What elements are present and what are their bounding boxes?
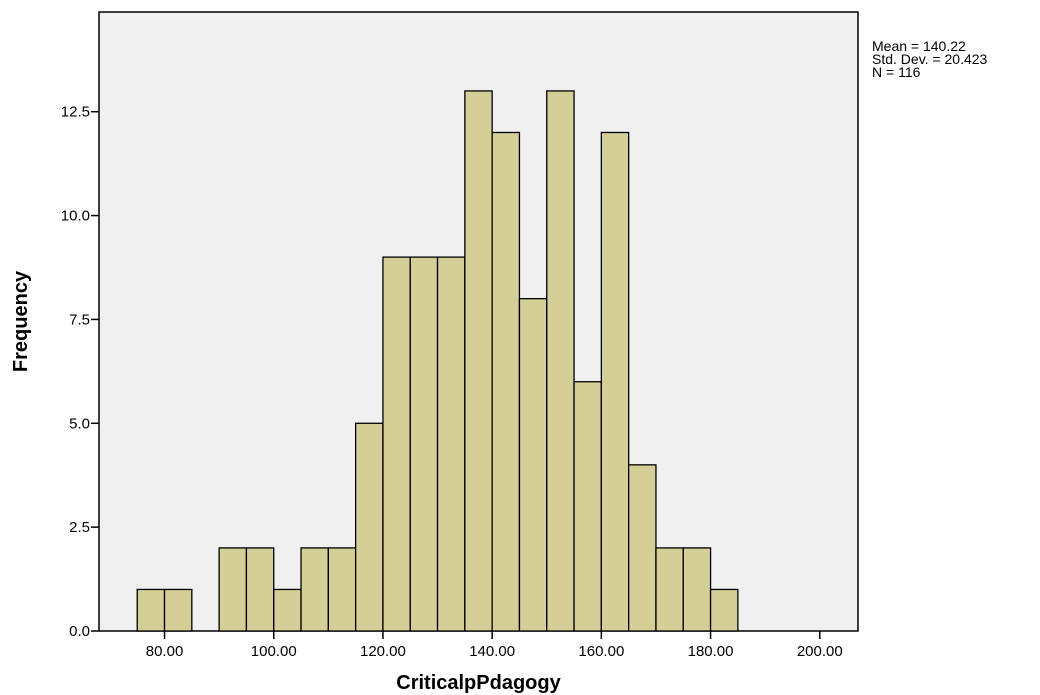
histogram-bar-12 <box>491 131 521 632</box>
x-tick-label: 100.00 <box>251 643 297 660</box>
histogram-bar-19 <box>682 547 712 632</box>
histogram-bar-0 <box>136 588 166 632</box>
y-tick-label: 2.5 <box>69 519 90 536</box>
x-tick-label: 120.00 <box>360 643 406 660</box>
statistics-legend: Mean = 140.22 Std. Dev. = 20.423 N = 116 <box>872 38 988 80</box>
y-axis-title: Frequency <box>10 270 32 372</box>
y-tick-label: 10.0 <box>61 208 90 225</box>
stat-mean: Mean = 140.22 <box>872 38 966 54</box>
y-tick-label: 5.0 <box>69 415 90 432</box>
x-tick-label: 80.00 <box>146 643 184 660</box>
histogram-bar-6 <box>327 547 357 632</box>
y-axis: 0.0 2.5 5.0 7.5 10.0 12.5 <box>61 104 99 640</box>
x-tick-label: 200.00 <box>797 643 843 660</box>
histogram-bar-18 <box>655 547 684 632</box>
x-axis-title: CriticalpPdagogy <box>396 672 561 694</box>
stat-std-dev: Std. Dev. = 20.423 <box>872 51 988 67</box>
histogram-bar-1 <box>163 588 193 632</box>
histogram-bar-5 <box>300 547 329 632</box>
y-tick-label: 12.5 <box>61 104 90 121</box>
histogram-bar-11 <box>464 90 493 632</box>
x-tick-label: 160.00 <box>578 643 624 660</box>
histogram-bar-2 <box>218 547 248 632</box>
histogram-bar-20 <box>709 588 739 632</box>
y-tick-label: 0.0 <box>69 623 90 640</box>
x-tick-label: 140.00 <box>469 643 515 660</box>
histogram-bar-4 <box>273 588 302 632</box>
histogram-bar-9 <box>409 256 439 632</box>
histogram-bar-17 <box>628 464 657 632</box>
stat-n: N = 116 <box>872 64 921 80</box>
histogram-bar-13 <box>518 298 548 632</box>
histogram-bar-3 <box>245 547 275 632</box>
histogram-bar-16 <box>600 131 630 632</box>
histogram-bar-7 <box>354 422 384 632</box>
histogram-bar-14 <box>546 90 575 632</box>
histogram-bar-10 <box>436 256 466 632</box>
bars-group <box>136 90 739 632</box>
histogram-bar-15 <box>573 381 603 632</box>
x-axis: 80.00 100.00 120.00 140.00 160.00 180.00 200.0… <box>146 631 843 660</box>
histogram-bar-8 <box>382 256 411 632</box>
y-tick-label: 7.5 <box>69 311 90 328</box>
x-tick-label: 180.00 <box>688 643 734 660</box>
